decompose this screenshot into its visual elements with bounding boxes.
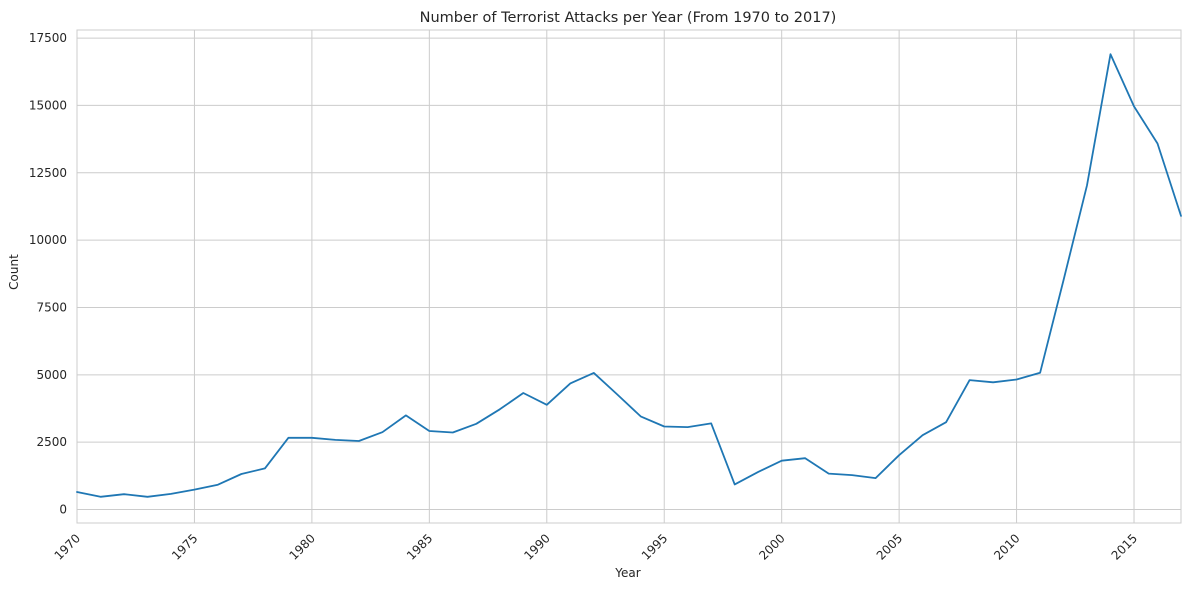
chart-title: Number of Terrorist Attacks per Year (Fr… [420,10,837,26]
y-tick-label: 17500 [29,31,67,45]
attacks-series-line [76,53,1182,498]
x-tick-label: 1970 [52,531,83,562]
y-tick-label: 15000 [29,98,67,112]
series-layer [76,53,1182,498]
x-tick-label: 1985 [404,531,435,562]
y-axis-ticks: 0 2500 5000 7500 10000 12500 15000 17500 [29,31,67,516]
plot-frame [76,29,1182,524]
x-axis-label: Year [614,566,640,580]
y-tick-label: 5000 [36,368,67,382]
y-tick-label: 0 [59,503,67,517]
y-tick-label: 2500 [36,435,67,449]
x-tick-label: 2010 [991,531,1022,562]
gridlines [76,30,1181,523]
x-tick-label: 1980 [287,531,318,562]
x-tick-label: 2015 [1109,531,1140,562]
x-tick-label: 2000 [756,531,787,562]
x-tick-label: 1990 [521,531,552,562]
y-tick-label: 10000 [29,233,67,247]
y-tick-label: 12500 [29,166,67,180]
y-tick-label: 7500 [36,300,67,314]
y-axis-label: Count [7,254,21,290]
x-tick-label: 2005 [874,531,905,562]
x-tick-label: 1975 [169,531,200,562]
x-tick-label: 1995 [639,531,670,562]
x-axis-ticks: 1970 1975 1980 1985 1990 1995 2000 2005 2010 2015 [52,531,1141,562]
